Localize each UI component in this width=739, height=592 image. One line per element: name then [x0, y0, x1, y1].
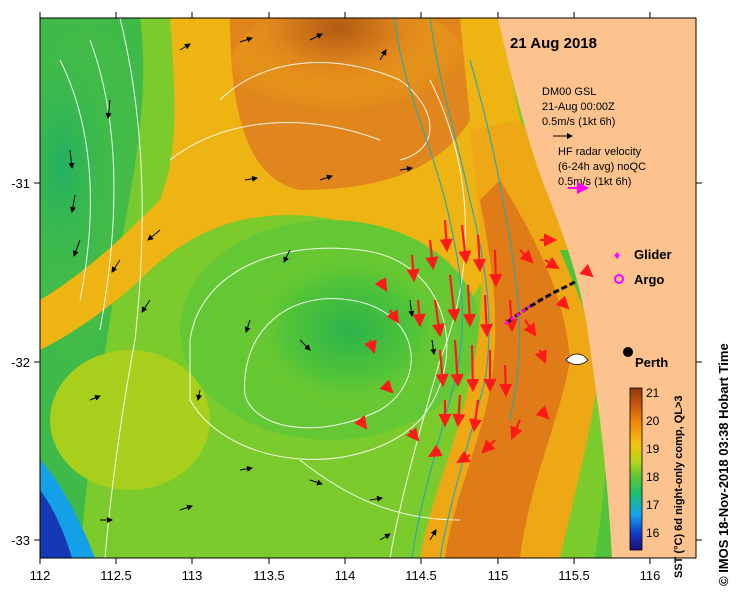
- sst-field: [40, 18, 696, 558]
- bathymetry-contours: [394, 18, 521, 558]
- radar-avg: (6-24h avg) noQC: [558, 161, 646, 173]
- colorbar-label: SST (°C) 6d night-only comp, QL>3: [673, 395, 685, 578]
- x-tick-label: 115.5: [558, 568, 590, 583]
- colorbar-tick-label: 18: [646, 470, 660, 484]
- y-tick-label: -33: [11, 533, 30, 548]
- y-tick-labels: -31 -32 -33: [11, 176, 30, 548]
- x-tick-label: 114: [335, 568, 356, 583]
- colorbar-tick-label: 19: [646, 442, 660, 456]
- x-tick-label: 113.5: [253, 568, 285, 583]
- plot-frame: [39, 17, 697, 559]
- hf-radar-vectors: [354, 219, 594, 464]
- x-tick-label: 115: [488, 568, 509, 583]
- model-name: DM00 GSL: [542, 86, 596, 98]
- x-tick-label: 112.5: [100, 568, 132, 583]
- perth-marker: [623, 347, 633, 357]
- glider-track-recent: [504, 304, 531, 326]
- model-time: 21-Aug 00:00Z: [542, 101, 615, 113]
- radar-name: HF radar velocity: [558, 146, 642, 158]
- colorbar-tick-label: 21: [646, 386, 660, 400]
- radar-scale: 0.5m/s (1kt 6h): [558, 176, 631, 188]
- map-title: 21 Aug 2018: [510, 35, 597, 52]
- x-tick-label: 112: [30, 568, 51, 583]
- argo-label: Argo: [634, 272, 664, 287]
- y-tick-marks: [34, 182, 702, 541]
- colorbar-tick-label: 20: [646, 414, 660, 428]
- glider-label: Glider: [634, 247, 672, 262]
- y-tick-label: -32: [11, 355, 30, 370]
- x-tick-label: 114.5: [405, 568, 437, 583]
- copyright-credit: © IMOS 18-Nov-2018 03:38 Hobart Time: [716, 343, 731, 586]
- y-tick-label: -31: [11, 176, 30, 191]
- glider-symbol: ♦: [614, 248, 620, 262]
- x-tick-label: 116: [640, 568, 661, 583]
- x-tick-labels: 112 112.5 113 113.5 114 114.5 115 115.5 …: [30, 568, 661, 583]
- x-tick-marks: [39, 12, 651, 564]
- model-velocity-arrows: [68, 33, 437, 541]
- colorbar-tick-label: 16: [646, 526, 660, 540]
- model-scale: 0.5m/s (1kt 6h): [542, 116, 615, 128]
- x-tick-label: 113: [182, 568, 203, 583]
- colorbar-tick-label: 17: [646, 498, 660, 512]
- colorbar-ticks: 21 20 19 18 17 16: [646, 386, 660, 540]
- argo-symbol: [614, 274, 624, 284]
- glider-track: [507, 279, 577, 324]
- perth-label: Perth: [635, 355, 668, 370]
- colorbar: [629, 387, 643, 551]
